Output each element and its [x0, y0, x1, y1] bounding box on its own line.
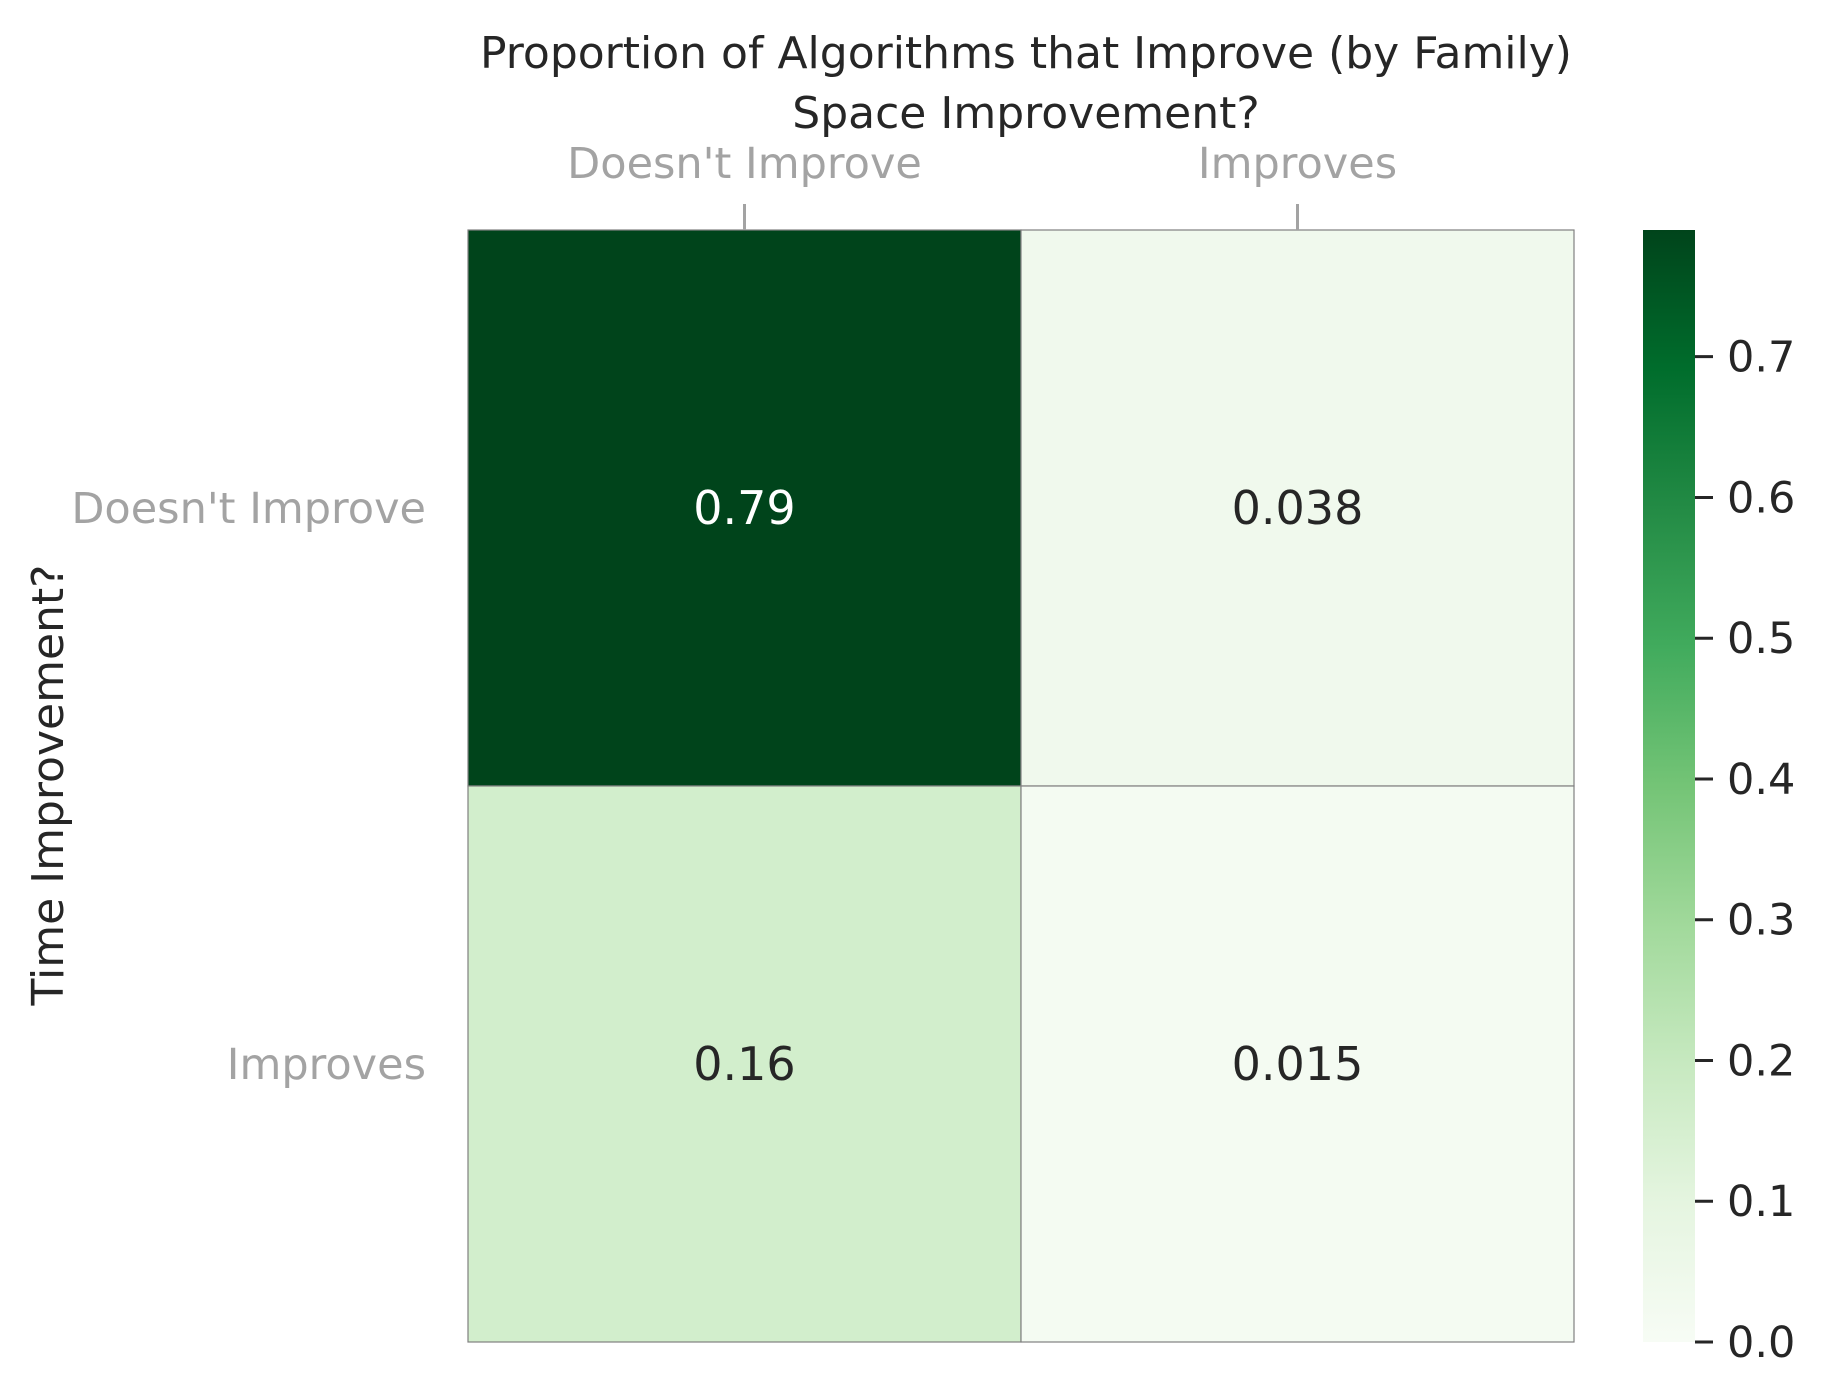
- heatmap-cell-r0-c0: [467, 229, 1022, 787]
- colorbar-tick-label: 0.6: [1727, 473, 1795, 523]
- x-axis-label: Space Improvement?: [792, 88, 1259, 139]
- x-ticks: Doesn't Improve Improves: [567, 139, 1397, 230]
- colorbar-tick-label: 0.3: [1727, 896, 1795, 946]
- colorbar-tick-label: 0.5: [1727, 614, 1795, 664]
- y-tick-label: Improves: [227, 1040, 426, 1090]
- y-tick-label: Doesn't Improve: [71, 484, 426, 534]
- cell-annotations: 0.79 0.038 0.16 0.015: [693, 481, 1363, 1091]
- x-tick-label: Doesn't Improve: [567, 139, 922, 189]
- cell-annotation-r1-c0: 0.16: [693, 1037, 795, 1091]
- x-tick-label: Improves: [1198, 139, 1397, 189]
- colorbar-tick-label: 0.4: [1727, 755, 1795, 805]
- cell-annotation-r1-c1: 0.015: [1232, 1037, 1364, 1091]
- heatmap-cell-r1-c0: [467, 785, 1022, 1343]
- cell-annotation-r0-c0: 0.79: [693, 481, 795, 535]
- colorbar-gradient: [1643, 230, 1695, 1342]
- colorbar-tick-label: 0.7: [1727, 333, 1795, 383]
- heatmap-cell-r1-c1: [1020, 785, 1575, 1343]
- colorbar-tick-label: 0.0: [1727, 1318, 1795, 1368]
- chart-title: Proportion of Algorithms that Improve (b…: [480, 28, 1572, 79]
- heatmap-cell-r0-c1: [1020, 229, 1575, 787]
- colorbar-tick-label: 0.2: [1727, 1036, 1795, 1086]
- y-ticks: Doesn't Improve Improves: [71, 484, 426, 1090]
- colorbar: 0.0 0.1 0.2 0.3 0.4 0.5 0.6 0.7: [1643, 230, 1795, 1368]
- cell-annotation-r0-c1: 0.038: [1232, 481, 1364, 535]
- heatmap-cells: [467, 229, 1575, 1343]
- y-axis-label: Time Improvement?: [23, 564, 74, 1006]
- colorbar-tick-label: 0.1: [1727, 1177, 1795, 1227]
- colorbar-ticks: 0.0 0.1 0.2 0.3 0.4 0.5 0.6 0.7: [1695, 333, 1795, 1368]
